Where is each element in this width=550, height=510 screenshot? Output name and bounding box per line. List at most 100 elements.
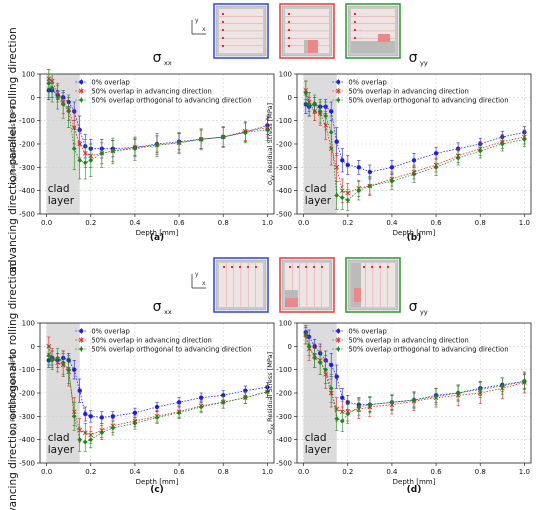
chart-title-subscript: xx [164,308,172,316]
data-point [339,195,345,201]
axis-glyph-y-label: y [195,17,199,24]
x-tick-label: 0.4 [129,219,141,227]
legend-label: 50% overlap in advancing direction [348,88,468,96]
data-point [328,129,334,135]
data-point [306,343,312,349]
data-point [88,414,93,419]
chart-title-subscript: yy [420,59,428,67]
data-point [356,404,362,410]
clad-layer-label: layer [305,195,332,207]
chart-panels: 0.0 0.2 0.4 0.6 0.8 1.0 100 0 -100 -200 -300 -400 -5… [9,50,532,495]
series-3 [303,80,527,211]
data-point [334,416,340,422]
data-point [154,415,160,420]
data-point [389,399,395,405]
data-point [49,357,55,363]
data-point [88,437,94,443]
y-tick-label: 0 [31,94,35,102]
data-point [242,395,248,401]
chart-panel-d: 0.0 0.2 0.4 0.6 0.8 1.0 100 0 -100 -200 -300 -400 -5… [266,299,532,495]
y-tick-label: -300 [19,164,35,172]
y-axis-label: σxx Residual Stress [MPa] [9,103,19,185]
data-point [242,129,248,135]
legend-item: 50% overlap orthogonal to advancing dire… [332,346,509,354]
panel-label: (a) [150,233,164,243]
data-point [66,367,72,373]
chart-title-subscript: xx [164,59,172,67]
x-tick-label: 0.0 [41,219,52,227]
data-point [433,151,439,156]
legend-label: 0% overlap [348,328,386,336]
y-tick-label: -400 [276,436,292,444]
y-tick-label: -200 [276,141,292,149]
y-tick-label: -500 [19,460,35,468]
x-tick-label: 1.0 [519,219,530,227]
inset-diagram-1 [213,257,269,313]
chart-title: σ [153,299,162,315]
data-point [176,140,182,146]
data-point [329,362,334,368]
data-point [77,388,82,393]
legend-item: 0% overlap [332,328,387,336]
row-label-top: advancing direction parallel to rolling … [7,27,19,272]
y-tick-label: -200 [19,141,35,149]
x-tick-label: 0.2 [342,468,353,476]
data-point [312,101,318,107]
y-tick-label: -200 [19,390,35,398]
clad-layer-label: clad [48,183,70,195]
x-tick-label: 0.0 [298,468,309,476]
x-axis-label: Depth [mm] [393,478,436,486]
clad-layer-label: clad [48,432,70,444]
y-tick-label: 100 [22,71,35,79]
inset-diagram-2 [279,3,335,59]
inset-diagram-2 [279,257,335,313]
chart-panel-a: 0.0 0.2 0.4 0.6 0.8 1.0 100 0 -100 -200 -300 -400 -5… [9,50,275,243]
clad-layer-label: layer [48,444,75,456]
y-tick-label: -100 [276,117,292,125]
data-point [303,332,309,338]
clad-layer-label: clad [305,183,327,195]
inset-diagrams-bottom: yx [191,257,401,313]
inset-diagram-3 [345,3,401,59]
x-tick-label: 0.8 [218,468,229,476]
series-1 [46,350,270,424]
series-3 [303,325,527,432]
data-point [132,420,138,426]
data-point [334,139,339,144]
data-point [455,155,461,161]
data-point [389,165,395,170]
data-point [46,80,52,86]
y-tick-label: -500 [276,211,292,219]
data-point [345,197,351,203]
data-point [334,192,340,198]
data-point [477,148,483,154]
data-point [340,158,345,163]
data-point [306,101,312,107]
x-tick-label: 1.0 [262,219,273,227]
data-point [49,85,55,91]
legend-item: 50% overlap orthogonal to advancing dire… [75,346,252,354]
series-line [305,334,525,413]
data-point [433,394,439,399]
chart-title-subscript: yy [420,308,428,316]
x-tick-label: 0.8 [475,219,486,227]
data-point [198,395,204,400]
data-point [46,353,52,359]
legend-label: 50% overlap in advancing direction [91,337,211,345]
y-axis-label: σxx Residual Stress [MPa] [9,352,19,434]
data-point [110,414,116,419]
data-point [83,411,88,417]
inset-diagram-1 [213,3,269,59]
data-point [60,360,66,366]
y-tick-label: -400 [19,436,35,444]
series-1 [303,94,527,180]
x-tick-label: 0.6 [174,468,186,476]
inset-diagrams-top: yx [191,3,401,59]
data-point [323,367,329,373]
row-label-bottom: advancing direction orthogonal to rollin… [7,263,19,510]
data-point [88,157,94,163]
data-point [99,150,105,156]
